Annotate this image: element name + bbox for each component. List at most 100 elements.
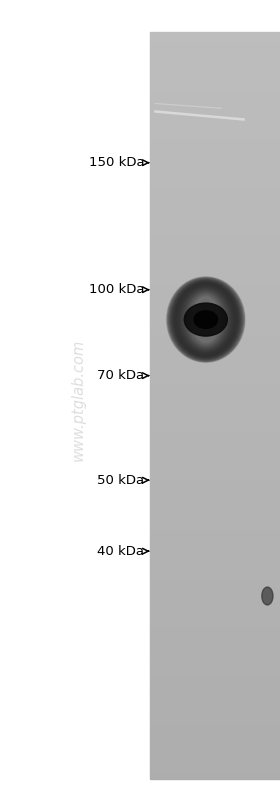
Bar [150, 89, 280, 92]
Bar [150, 540, 280, 542]
Bar [150, 163, 280, 165]
Bar [150, 437, 280, 439]
Bar [150, 402, 280, 403]
Ellipse shape [184, 303, 227, 336]
Bar [150, 570, 280, 572]
Bar [150, 714, 280, 716]
Bar [150, 420, 280, 423]
Bar [150, 169, 280, 170]
Bar [150, 614, 280, 617]
Ellipse shape [192, 296, 220, 343]
Bar [150, 738, 280, 740]
Bar [150, 499, 280, 501]
Ellipse shape [262, 587, 273, 605]
Bar [150, 622, 280, 624]
Bar [150, 606, 280, 607]
Bar [150, 719, 280, 721]
Bar [150, 772, 280, 773]
Bar [150, 359, 280, 360]
Bar [150, 236, 280, 237]
Bar [150, 501, 280, 503]
Bar [150, 332, 280, 335]
Ellipse shape [187, 293, 224, 346]
Bar [150, 155, 280, 157]
Bar [150, 574, 280, 575]
Bar [150, 177, 280, 180]
Bar [150, 60, 280, 62]
Bar [150, 482, 280, 484]
Bar [150, 503, 280, 504]
Bar [150, 42, 280, 43]
Bar [150, 729, 280, 730]
Ellipse shape [167, 277, 244, 362]
Ellipse shape [191, 296, 220, 343]
Bar [150, 250, 280, 252]
Bar [150, 686, 280, 687]
Ellipse shape [168, 278, 244, 361]
Bar [150, 680, 280, 682]
Bar [150, 239, 280, 241]
Bar [150, 67, 280, 70]
Ellipse shape [190, 295, 222, 344]
Bar [150, 297, 280, 299]
Bar [150, 578, 280, 579]
Bar [150, 758, 280, 761]
Bar [150, 109, 280, 110]
Bar [150, 360, 280, 363]
Bar [150, 211, 280, 213]
Bar [150, 676, 280, 678]
Bar [150, 718, 280, 719]
Bar [150, 507, 280, 508]
Bar [150, 78, 280, 81]
Bar [150, 479, 280, 480]
Ellipse shape [188, 293, 224, 346]
Ellipse shape [173, 282, 239, 357]
Bar [150, 473, 280, 475]
Bar [150, 225, 280, 226]
Bar [150, 342, 280, 344]
Bar [150, 276, 280, 279]
Bar [150, 708, 280, 710]
Bar [150, 495, 280, 497]
Ellipse shape [185, 291, 227, 348]
Bar [150, 617, 280, 618]
Bar [150, 176, 280, 177]
Bar [150, 486, 280, 487]
Bar [150, 215, 280, 217]
Bar [150, 49, 280, 50]
Bar [150, 553, 280, 555]
Bar [150, 120, 280, 121]
Bar [150, 125, 280, 127]
Bar [150, 194, 280, 197]
Bar [150, 256, 280, 258]
Bar [150, 659, 280, 662]
Bar [150, 456, 280, 458]
Bar [150, 53, 280, 54]
Bar [150, 753, 280, 755]
Bar [150, 198, 280, 200]
Bar [150, 142, 280, 144]
Bar [150, 346, 280, 348]
Bar [150, 244, 280, 247]
Bar [150, 579, 280, 581]
Bar [150, 641, 280, 642]
Bar [150, 228, 280, 230]
Bar [150, 757, 280, 758]
Bar [150, 213, 280, 215]
Bar [150, 200, 280, 202]
Bar [150, 75, 280, 77]
Bar [150, 380, 280, 381]
Ellipse shape [177, 285, 235, 354]
Bar [150, 58, 280, 60]
Bar [150, 642, 280, 645]
Bar [150, 391, 280, 392]
Bar [150, 618, 280, 620]
Bar [150, 613, 280, 614]
Bar [150, 146, 280, 148]
Bar [150, 557, 280, 559]
Bar [150, 687, 280, 690]
Bar [150, 290, 280, 292]
Bar [150, 445, 280, 447]
Bar [150, 324, 280, 325]
Bar [150, 691, 280, 693]
